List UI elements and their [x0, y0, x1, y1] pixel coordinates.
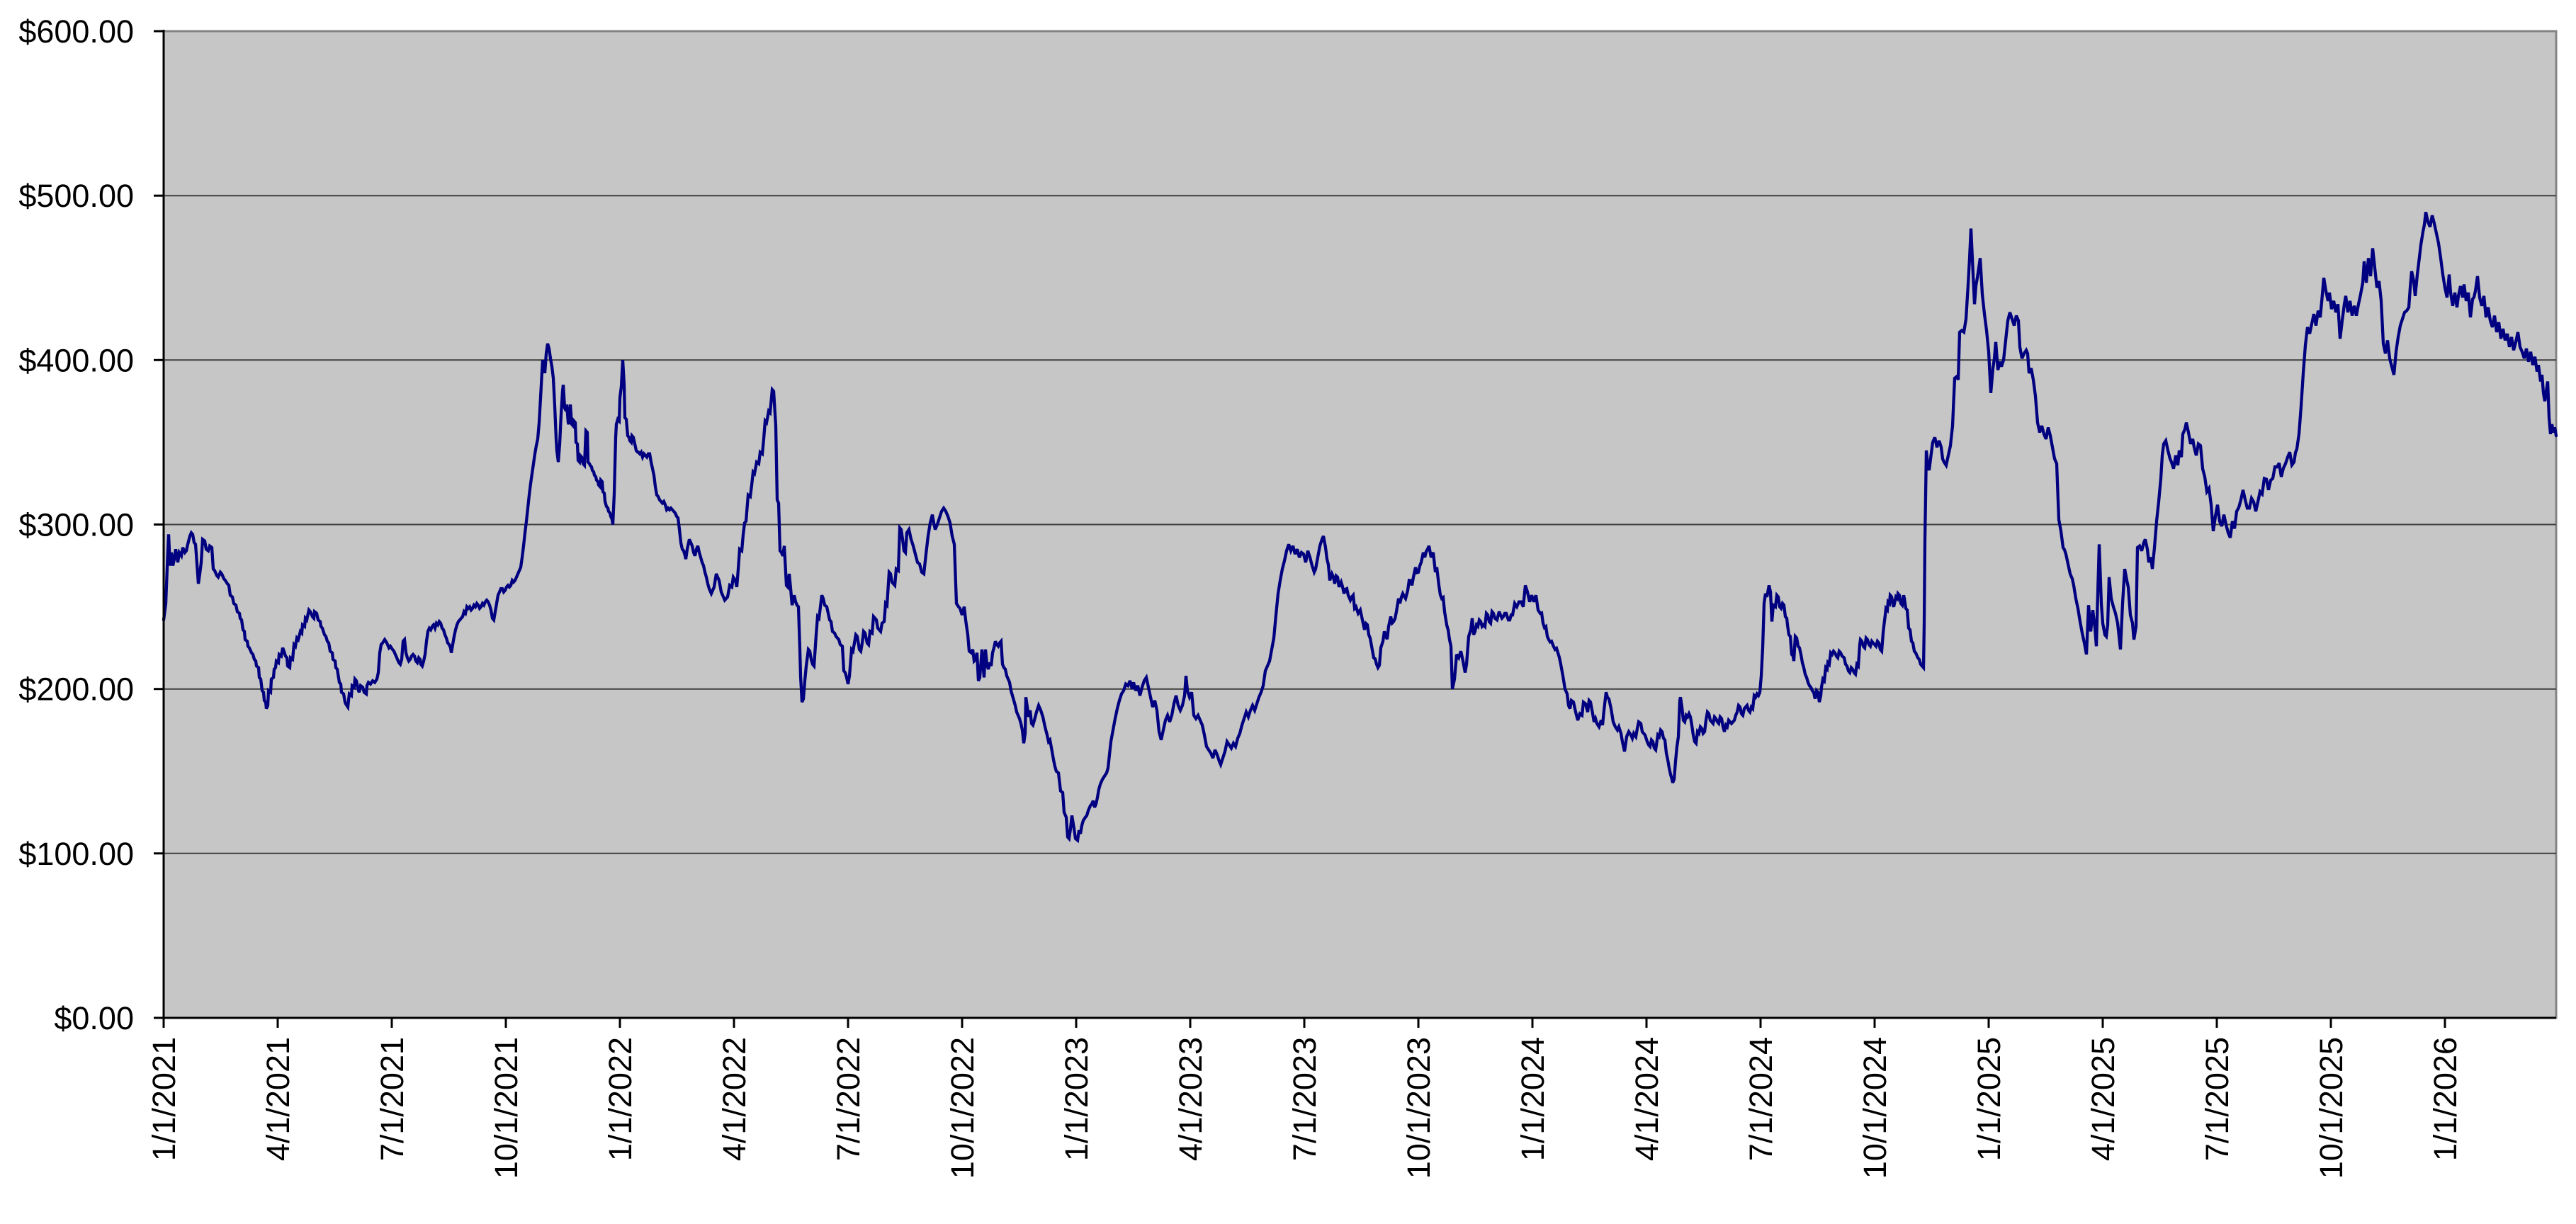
- svg-text:1/1/2023: 1/1/2023: [1058, 1037, 1095, 1161]
- svg-text:$600.00: $600.00: [18, 13, 134, 50]
- svg-text:1/1/2024: 1/1/2024: [1515, 1037, 1551, 1161]
- svg-text:4/1/2024: 4/1/2024: [1629, 1037, 1665, 1161]
- svg-text:$100.00: $100.00: [18, 836, 134, 872]
- svg-text:7/1/2021: 7/1/2021: [374, 1037, 410, 1161]
- svg-text:10/1/2023: 10/1/2023: [1401, 1037, 1437, 1179]
- svg-text:1/1/2022: 1/1/2022: [602, 1037, 638, 1161]
- svg-text:$300.00: $300.00: [18, 507, 134, 543]
- svg-text:10/1/2024: 10/1/2024: [1857, 1037, 1893, 1179]
- svg-text:4/1/2025: 4/1/2025: [2085, 1037, 2121, 1161]
- svg-text:10/1/2021: 10/1/2021: [488, 1037, 524, 1179]
- svg-text:1/1/2026: 1/1/2026: [2427, 1037, 2463, 1161]
- svg-text:7/1/2023: 7/1/2023: [1287, 1037, 1323, 1161]
- svg-text:1/1/2021: 1/1/2021: [146, 1037, 182, 1161]
- svg-text:$500.00: $500.00: [18, 178, 134, 214]
- svg-text:7/1/2025: 7/1/2025: [2199, 1037, 2235, 1161]
- svg-text:4/1/2023: 4/1/2023: [1173, 1037, 1209, 1161]
- svg-text:10/1/2022: 10/1/2022: [944, 1037, 981, 1179]
- svg-text:$400.00: $400.00: [18, 342, 134, 378]
- svg-text:$0.00: $0.00: [54, 1000, 134, 1036]
- svg-text:$200.00: $200.00: [18, 672, 134, 708]
- svg-text:1/1/2025: 1/1/2025: [1971, 1037, 2007, 1161]
- svg-text:4/1/2021: 4/1/2021: [260, 1037, 296, 1161]
- svg-text:7/1/2022: 7/1/2022: [830, 1037, 866, 1161]
- svg-text:7/1/2024: 7/1/2024: [1743, 1037, 1779, 1161]
- svg-text:10/1/2025: 10/1/2025: [2313, 1037, 2349, 1179]
- svg-text:4/1/2022: 4/1/2022: [716, 1037, 752, 1161]
